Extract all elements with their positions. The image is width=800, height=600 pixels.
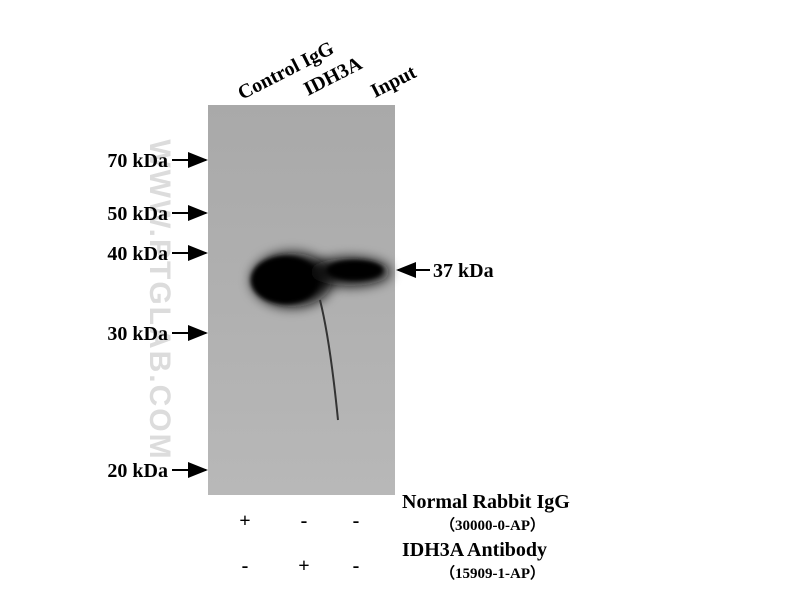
sign: +	[298, 555, 309, 577]
watermark: WWW.PTGLAB.COM	[143, 139, 176, 460]
band-label: 37 kDa	[433, 260, 494, 282]
catalog-number: （30000-0-AP）	[440, 516, 545, 534]
marker-label: 40 kDa	[107, 243, 168, 265]
condition-name: Normal Rabbit IgG	[402, 491, 570, 513]
marker-label: 20 kDa	[107, 460, 168, 482]
lane-label: Input	[367, 61, 420, 102]
marker-label: 70 kDa	[107, 150, 168, 172]
lane-labels: Control IgG IDH3A Input	[234, 37, 420, 104]
sign: -	[353, 510, 360, 532]
markers: 70 kDa 50 kDa 40 kDa 30 kDa 20 kDa	[107, 150, 208, 482]
sign: -	[301, 510, 308, 532]
marker-label: 50 kDa	[107, 203, 168, 225]
catalog-number: （15909-1-AP）	[440, 564, 545, 582]
sign: +	[239, 510, 250, 532]
marker-label: 30 kDa	[107, 323, 168, 345]
sign: -	[353, 555, 360, 577]
condition-name: IDH3A Antibody	[402, 539, 547, 561]
protein-band	[251, 253, 390, 421]
conditions: + - - Normal Rabbit IgG （30000-0-AP） - +…	[239, 491, 570, 582]
sign: -	[242, 555, 249, 577]
